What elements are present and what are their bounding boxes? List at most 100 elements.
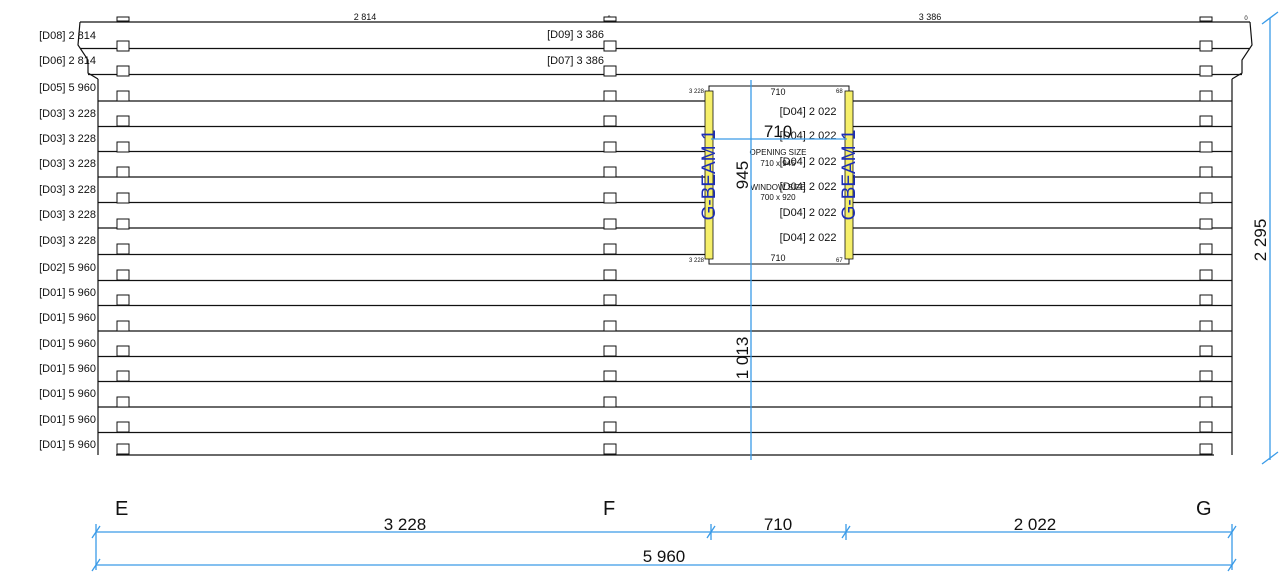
notch-marker bbox=[116, 421, 130, 433]
window-size-value: 700 x 920 bbox=[760, 193, 796, 202]
notch-marker bbox=[1199, 65, 1213, 77]
axis-e: E bbox=[115, 498, 128, 520]
notch-marker bbox=[603, 65, 617, 77]
notch-marker bbox=[116, 141, 130, 153]
window-log-label-6: [D04] 2 022 bbox=[780, 232, 837, 244]
notch-marker bbox=[1199, 345, 1213, 357]
notch-marker bbox=[603, 218, 617, 230]
notch-marker bbox=[1199, 443, 1213, 455]
notch-marker bbox=[603, 192, 617, 204]
log-label-8: [D03] 3 228 bbox=[39, 209, 96, 221]
log-label-9: [D03] 3 228 bbox=[39, 235, 96, 247]
window-opening: G-BEAM 1 G-BEAM 1 3 228 3 228 68 67 710 … bbox=[689, 80, 860, 460]
sill-height: 1 013 bbox=[733, 337, 752, 380]
notch-marker bbox=[1199, 243, 1213, 255]
total-height-dimension: 2 295 bbox=[1251, 11, 1279, 465]
window-log-label-5: [D04] 2 022 bbox=[780, 207, 837, 219]
notch-marker bbox=[116, 294, 130, 306]
log-label-3: [D05] 5 960 bbox=[39, 82, 96, 94]
inner-label-d07: [D07] 3 386 bbox=[547, 55, 604, 67]
log-label-17: [D01] 5 960 bbox=[39, 439, 96, 451]
notch-marker bbox=[1199, 192, 1213, 204]
log-label-6: [D03] 3 228 bbox=[39, 158, 96, 170]
log-label-16: [D01] 5 960 bbox=[39, 414, 96, 426]
bottom-dim-seg2: 710 bbox=[764, 515, 792, 534]
window-size-title: WINDOW SIZE bbox=[750, 183, 805, 192]
notch-marker bbox=[116, 218, 130, 230]
opening-width-bottom: 710 bbox=[770, 253, 785, 263]
axis-f: F bbox=[603, 498, 615, 520]
log-label-13: [D01] 5 960 bbox=[39, 338, 96, 350]
notch-marker bbox=[603, 443, 617, 455]
opening-bottom-left-num: 3 228 bbox=[689, 258, 705, 264]
notch-marker bbox=[603, 141, 617, 153]
notch-marker bbox=[1199, 269, 1213, 281]
notch-marker bbox=[603, 320, 617, 332]
opening-width-top: 710 bbox=[770, 87, 785, 97]
notch-marker bbox=[603, 243, 617, 255]
beam-left-label: G-BEAM 1 bbox=[699, 130, 720, 221]
notch-marker bbox=[1199, 40, 1213, 52]
bottom-dimensions bbox=[91, 524, 1237, 572]
opening-height: 945 bbox=[733, 161, 752, 189]
notch-marker bbox=[603, 269, 617, 281]
notch-marker bbox=[1199, 115, 1213, 127]
inner-label-d09: [D09] 3 386 bbox=[547, 29, 604, 41]
notch-marker bbox=[116, 345, 130, 357]
log-label-7: [D03] 3 228 bbox=[39, 184, 96, 196]
notch-marker bbox=[116, 166, 130, 178]
opening-size-value: 710 x 945 bbox=[760, 159, 796, 168]
log-label-14: [D01] 5 960 bbox=[39, 363, 96, 375]
log-label-11: [D01] 5 960 bbox=[39, 287, 96, 299]
notch-marker bbox=[603, 90, 617, 102]
notch-marker bbox=[1199, 370, 1213, 382]
corner-notches bbox=[116, 16, 1213, 455]
opening-bottom-right-num: 67 bbox=[836, 258, 843, 264]
window-log-label-1: [D04] 2 022 bbox=[780, 106, 837, 118]
notch-marker bbox=[1199, 166, 1213, 178]
notch-marker bbox=[1199, 421, 1213, 433]
opening-size-title: OPENING SIZE bbox=[750, 148, 807, 157]
notch-marker bbox=[116, 396, 130, 408]
bottom-dim-total: 5 960 bbox=[643, 547, 686, 566]
notch-marker bbox=[1199, 90, 1213, 102]
beam-right-label: G-BEAM 1 bbox=[839, 130, 860, 221]
opening-top-left-num: 3 228 bbox=[689, 89, 705, 95]
notch-marker bbox=[603, 370, 617, 382]
notch-marker bbox=[603, 294, 617, 306]
notch-marker bbox=[1199, 294, 1213, 306]
notch-marker bbox=[603, 345, 617, 357]
notch-marker bbox=[116, 192, 130, 204]
log-label-5: [D03] 3 228 bbox=[39, 133, 96, 145]
notch-marker bbox=[116, 16, 130, 22]
log-label-4: [D03] 3 228 bbox=[39, 108, 96, 120]
beam-right bbox=[844, 90, 854, 260]
bottom-dim-seg3: 2 022 bbox=[1014, 515, 1057, 534]
total-height-value: 2 295 bbox=[1251, 219, 1270, 262]
log-label-1: [D08] 2 814 bbox=[39, 30, 96, 42]
window-log-label-3: [D04] 2 022 bbox=[780, 156, 837, 168]
log-label-2: [D06] 2 814 bbox=[39, 55, 96, 67]
notch-marker bbox=[116, 115, 130, 127]
notch-marker bbox=[1199, 218, 1213, 230]
beam-left bbox=[704, 90, 714, 260]
wall-outline bbox=[77, 21, 1253, 455]
notch-marker bbox=[603, 421, 617, 433]
log-label-12: [D01] 5 960 bbox=[39, 312, 96, 324]
axis-g: G bbox=[1196, 498, 1212, 520]
log-label-15: [D01] 5 960 bbox=[39, 388, 96, 400]
bottom-dim-seg1: 3 228 bbox=[384, 515, 427, 534]
notch-marker bbox=[116, 243, 130, 255]
top-dim-left: 2 814 bbox=[354, 12, 377, 22]
notch-marker bbox=[116, 443, 130, 455]
notch-marker bbox=[116, 40, 130, 52]
top-dim-zero-right: 0 bbox=[1244, 16, 1248, 22]
notch-marker bbox=[603, 16, 617, 22]
opening-top-right-num: 68 bbox=[836, 89, 843, 95]
top-dim-right: 3 386 bbox=[919, 12, 942, 22]
window-log-label-4: [D04] 2 022 bbox=[780, 181, 837, 193]
notch-marker bbox=[1199, 16, 1213, 22]
notch-marker bbox=[603, 115, 617, 127]
notch-marker bbox=[116, 370, 130, 382]
notch-marker bbox=[116, 320, 130, 332]
